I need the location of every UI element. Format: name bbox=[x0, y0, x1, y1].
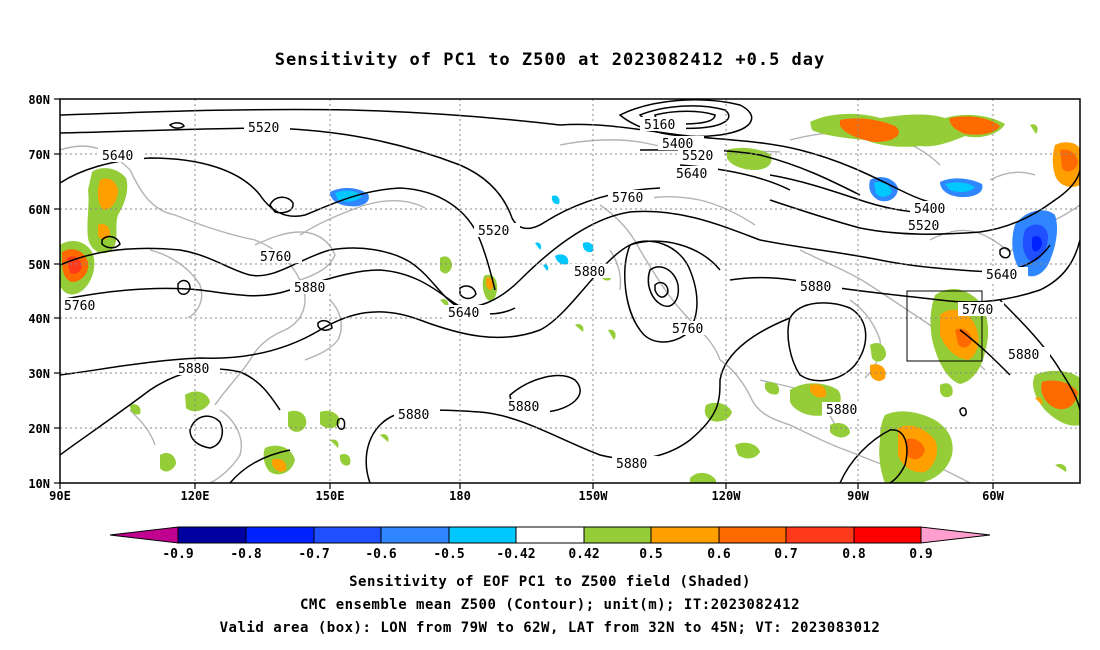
lat-label-20n: 20N bbox=[28, 422, 50, 436]
contour-label-5880: 5880 bbox=[826, 403, 857, 418]
lon-label-120e: 120E bbox=[181, 489, 210, 503]
valid-area-box bbox=[906, 290, 983, 362]
colorbar-tick: 0.9 bbox=[909, 547, 932, 562]
lon-label-60w: 60W bbox=[982, 489, 1004, 503]
contour-label-5760: 5760 bbox=[260, 250, 291, 265]
contour-label-5520: 5520 bbox=[682, 149, 713, 164]
contour-label-5160: 5160 bbox=[644, 118, 675, 133]
contour-label-5880: 5880 bbox=[508, 400, 539, 415]
lon-label-150e: 150E bbox=[316, 489, 345, 503]
colorbar-swatch bbox=[177, 526, 247, 544]
contour-label-5880: 5880 bbox=[616, 457, 647, 472]
contour-label-5640: 5640 bbox=[676, 167, 707, 182]
lat-label-60n: 60N bbox=[28, 203, 50, 217]
plot-title: Sensitivity of PC1 to Z500 at 2023082412… bbox=[274, 50, 826, 70]
contour-label-5880: 5880 bbox=[574, 265, 605, 280]
lon-label-180: 180 bbox=[449, 489, 471, 503]
footer-contour-description: CMC ensemble mean Z500 (Contour); unit(m… bbox=[299, 597, 800, 613]
colorbar-right-triangle bbox=[920, 526, 991, 544]
longitude-labels: 90E 120E 150E 180 150W 120W 90W 60W bbox=[49, 489, 1004, 503]
colorbar-swatch bbox=[515, 526, 585, 544]
colorbar-swatch bbox=[448, 526, 517, 544]
colorbar-swatch bbox=[718, 526, 787, 544]
colorbar-swatch bbox=[583, 526, 652, 544]
colorbar-tick: -0.9 bbox=[162, 547, 193, 562]
contour-label-5520: 5520 bbox=[478, 224, 509, 239]
colorbar-swatch bbox=[313, 526, 382, 544]
contour-label-5640: 5640 bbox=[448, 306, 479, 321]
lat-label-50n: 50N bbox=[28, 258, 50, 272]
axis-ticks bbox=[54, 98, 994, 489]
contour-label-5880: 5880 bbox=[398, 408, 429, 423]
footer-valid-area: Valid area (box): LON from 79W to 62W, L… bbox=[219, 620, 881, 636]
contour-label-5880: 5880 bbox=[294, 281, 325, 296]
lon-label-90w: 90W bbox=[847, 489, 869, 503]
contour-label-5760: 5760 bbox=[612, 191, 643, 206]
contour-label-5640: 5640 bbox=[102, 149, 133, 164]
colorbar-tick: 0.8 bbox=[842, 547, 866, 562]
sensitivity-shading-negative bbox=[330, 177, 1058, 277]
colorbar-swatch bbox=[650, 526, 720, 544]
contour-label-5640: 5640 bbox=[986, 268, 1017, 283]
contour-label-5760: 5760 bbox=[64, 299, 95, 314]
contour-labels: 5520 5640 5760 5880 5760 5640 5520 5160 … bbox=[60, 117, 1050, 472]
colorbar: -0.9 -0.8 -0.7 -0.6 -0.5 -0.42 0.42 0.5 … bbox=[109, 526, 991, 562]
footer-shading-description: Sensitivity of EOF PC1 to Z500 field (Sh… bbox=[349, 574, 751, 590]
colorbar-tick: -0.6 bbox=[365, 547, 396, 562]
contour-label-5880: 5880 bbox=[1008, 348, 1039, 363]
lat-label-70n: 70N bbox=[28, 148, 50, 162]
contour-label-5760: 5760 bbox=[672, 322, 703, 337]
contour-label-5880: 5880 bbox=[178, 362, 209, 377]
lon-label-150w: 150W bbox=[579, 489, 609, 503]
lat-label-40n: 40N bbox=[28, 312, 50, 326]
colorbar-left-triangle bbox=[109, 526, 179, 544]
colorbar-swatch bbox=[853, 526, 922, 544]
latitude-labels: 80N 70N 60N 50N 40N 30N 20N 10N bbox=[28, 93, 50, 491]
colorbar-tick: -0.5 bbox=[433, 547, 464, 562]
colorbar-swatch bbox=[785, 526, 855, 544]
contour-label-5760: 5760 bbox=[962, 303, 993, 318]
contour-label-5880: 5880 bbox=[800, 280, 831, 295]
colorbar-swatch bbox=[245, 526, 315, 544]
lat-label-30n: 30N bbox=[28, 367, 50, 381]
graticule bbox=[60, 99, 1080, 483]
contour-label-5400: 5400 bbox=[914, 202, 945, 217]
lon-label-120w: 120W bbox=[712, 489, 742, 503]
colorbar-tick: 0.6 bbox=[707, 547, 731, 562]
contour-label-5520: 5520 bbox=[908, 219, 939, 234]
colorbar-tick: -0.42 bbox=[496, 547, 535, 562]
contour-label-5520: 5520 bbox=[248, 121, 279, 136]
colorbar-tick: -0.8 bbox=[230, 547, 261, 562]
colorbar-swatch bbox=[380, 526, 450, 544]
colorbar-tick: 0.7 bbox=[774, 547, 797, 562]
lat-label-10n: 10N bbox=[28, 477, 50, 491]
colorbar-tick: 0.5 bbox=[639, 547, 662, 562]
colorbar-tick: 0.42 bbox=[568, 547, 599, 562]
lon-label-90e: 90E bbox=[49, 489, 71, 503]
colorbar-tick: -0.7 bbox=[298, 547, 329, 562]
lat-label-80n: 80N bbox=[28, 93, 50, 107]
map-frame bbox=[59, 98, 1081, 484]
